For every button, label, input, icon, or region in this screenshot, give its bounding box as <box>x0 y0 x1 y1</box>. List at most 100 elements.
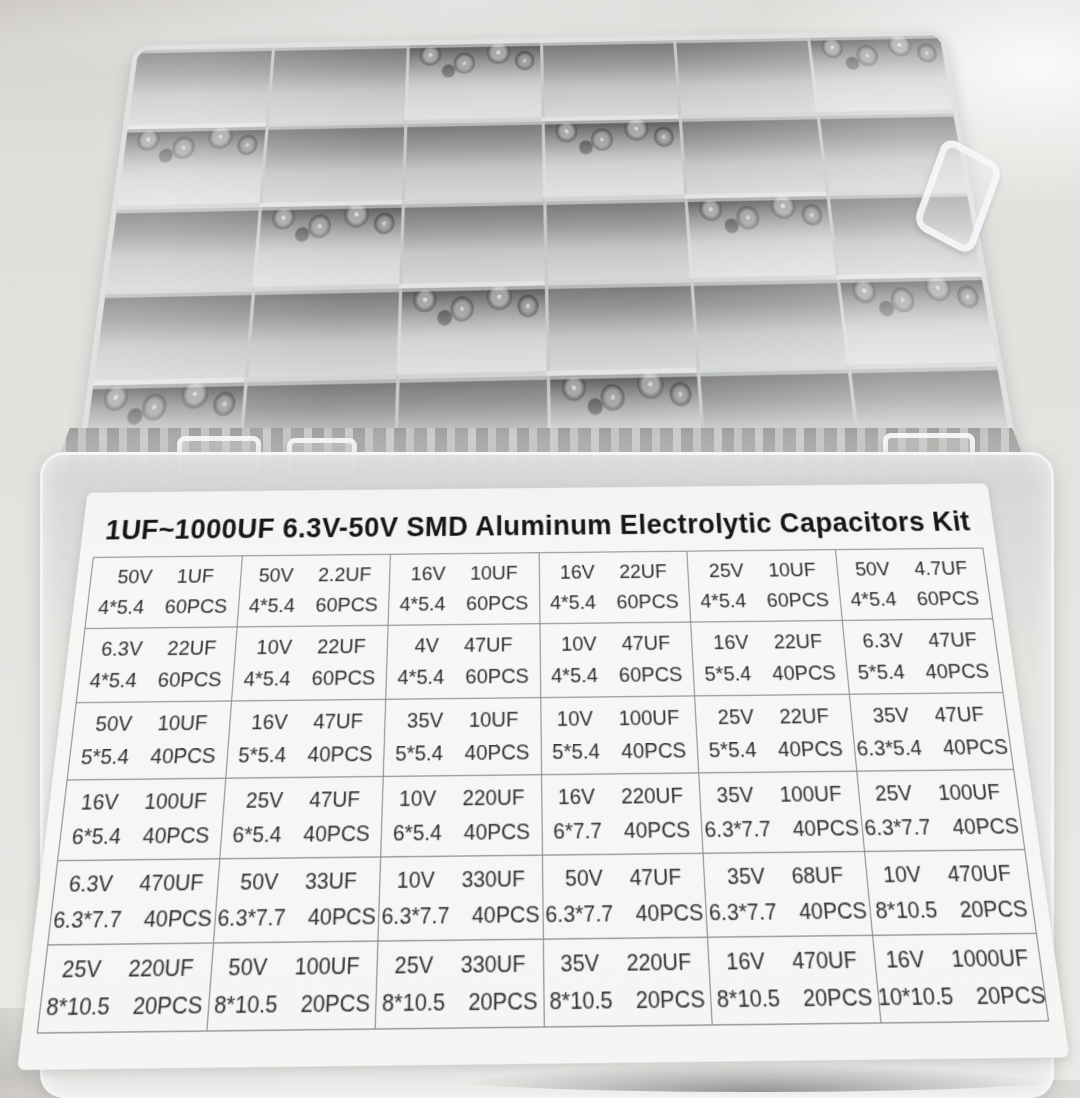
size-quantity: 4*5.4 60PCS <box>399 592 529 616</box>
spec-cell-r3c6: 35V 47UF 6.3*5.4 40PCS <box>848 692 1014 772</box>
capacitor-organizer-box <box>74 30 1020 483</box>
spec-row: 16V 100UF 6*5.4 40PCS 25V 47UF 6*5.4 40PCS 10V 22… <box>57 769 1025 861</box>
voltage-capacitance: 10V 47UF <box>561 631 671 656</box>
size-quantity: 4*5.4 60PCS <box>248 593 379 618</box>
spec-cell-r5c1: 6.3V 470UF 6.3*7.7 40PCS <box>47 858 220 945</box>
spec-cell-r1c5: 25V 10UF 4*5.4 60PCS <box>686 549 842 623</box>
spec-cell-r2c5: 16V 22UF 5*5.4 40PCS <box>690 620 849 696</box>
spec-row: 50V 10UF 5*5.4 40PCS 16V 47UF 5*5.4 40PCS 35V 10U… <box>67 692 1014 780</box>
compartment <box>684 191 836 279</box>
size-quantity: 4*5.4 60PCS <box>242 666 376 691</box>
spec-row: 25V 220UF 8*10.5 20PCS 50V 100UF 8*10.5 20PCS 25… <box>37 933 1049 1034</box>
compartment <box>806 35 953 113</box>
spec-cell-r4c2: 25V 47UF 6*5.4 40PCS <box>219 776 384 859</box>
spec-table-body: 50V 1UF 4*5.4 60PCS 50V 2.2UF 4*5.4 60PCS 16V 10U… <box>37 548 1049 1034</box>
size-quantity: 6.3*7.7 40PCS <box>216 903 377 932</box>
spec-cell-r3c2: 16V 47UF 5*5.4 40PCS <box>225 699 386 779</box>
voltage-capacitance: 50V 1UF <box>116 565 215 589</box>
spec-cell-r6c2: 50V 100UF 8*10.5 20PCS <box>206 941 378 1032</box>
spec-cell-r1c4: 16V 22UF 4*5.4 60PCS <box>538 551 691 624</box>
voltage-capacitance: 35V 220UF <box>560 948 693 978</box>
size-quantity: 6.3*7.7 40PCS <box>51 905 213 934</box>
spec-row: 6.3V 22UF 4*5.4 60PCS 10V 22UF 4*5.4 60PCS 4V 47U… <box>76 618 1003 703</box>
size-quantity: 5*5.4 40PCS <box>551 738 687 765</box>
voltage-capacitance: 10V 330UF <box>396 866 526 894</box>
size-quantity: 6*5.4 40PCS <box>392 819 531 846</box>
spec-row: 50V 1UF 4*5.4 60PCS 50V 2.2UF 4*5.4 60PCS 16V 10U… <box>84 548 993 629</box>
size-quantity: 4*5.4 60PCS <box>549 590 680 615</box>
size-quantity: 6.3*7.7 40PCS <box>381 901 540 930</box>
voltage-capacitance: 50V 47UF <box>564 864 682 892</box>
spec-cell-r4c6: 25V 100UF 6.3*7.7 40PCS <box>856 769 1025 852</box>
box-grid <box>74 30 1020 483</box>
spec-cell-r6c3: 25V 330UF 8*10.5 20PCS <box>375 939 544 1030</box>
spec-cell-r5c5: 35V 68UF 6.3*7.7 40PCS <box>703 851 873 938</box>
kit-title: 1UF~1000UF 6.3V-50V SMD Aluminum Electro… <box>103 505 973 546</box>
size-quantity: 8*10.5 20PCS <box>716 983 874 1014</box>
size-quantity: 4*5.4 60PCS <box>96 595 229 619</box>
compartment <box>245 284 399 377</box>
size-quantity: 6*7.7 40PCS <box>552 817 691 845</box>
voltage-capacitance: 16V 1000UF <box>884 944 1031 974</box>
voltage-capacitance: 35V 100UF <box>715 781 843 808</box>
spec-cell-r5c2: 50V 33UF 6.3*7.7 40PCS <box>212 856 381 943</box>
spec-cell-r1c3: 16V 10UF 4*5.4 60PCS <box>388 552 540 626</box>
size-quantity: 6.3*7.7 40PCS <box>708 897 869 926</box>
voltage-capacitance: 25V 220UF <box>60 954 195 984</box>
size-quantity: 4*5.4 60PCS <box>88 668 223 693</box>
voltage-capacitance: 25V 330UF <box>394 950 526 980</box>
size-quantity: 6*5.4 40PCS <box>70 822 211 850</box>
label-card: 1UF~1000UF 6.3V-50V SMD Aluminum Electro… <box>17 483 1070 1071</box>
compartment <box>128 47 273 126</box>
voltage-capacitance: 16V 10UF <box>410 562 518 586</box>
compartment <box>94 287 253 381</box>
spec-cell-r4c1: 16V 100UF 6*5.4 40PCS <box>57 778 226 861</box>
spec-cell-r3c3: 35V 10UF 5*5.4 40PCS <box>383 697 542 777</box>
spec-cell-r2c4: 10V 47UF 4*5.4 60PCS <box>539 622 695 698</box>
voltage-capacitance: 10V 470UF <box>882 860 1013 888</box>
size-quantity: 8*10.5 20PCS <box>874 896 1030 924</box>
compartment <box>543 194 691 282</box>
compartment <box>252 199 402 288</box>
compartment <box>673 37 816 116</box>
spec-cell-r1c2: 50V 2.2UF 4*5.4 60PCS <box>236 554 391 627</box>
compartment <box>404 42 542 121</box>
compartment <box>106 202 260 291</box>
size-quantity: 5*5.4 40PCS <box>856 659 991 685</box>
size-quantity: 6.3*7.7 40PCS <box>863 813 1021 841</box>
spec-cell-r1c1: 50V 1UF 4*5.4 60PCS <box>84 555 242 629</box>
spec-cell-r6c1: 25V 220UF 8*10.5 20PCS <box>37 942 213 1034</box>
compartment <box>259 120 405 203</box>
size-quantity: 8*10.5 20PCS <box>381 987 538 1018</box>
voltage-capacitance: 16V 22UF <box>559 560 668 584</box>
floor-shadow <box>430 1062 1080 1092</box>
size-quantity: 6.3*7.7 40PCS <box>703 815 861 843</box>
size-quantity: 5*5.4 40PCS <box>708 736 844 763</box>
spec-cell-r4c3: 10V 220UF 6*5.4 40PCS <box>380 774 542 857</box>
spec-cell-r4c5: 35V 100UF 6.3*7.7 40PCS <box>698 771 864 854</box>
voltage-capacitance: 25V 47UF <box>245 787 361 814</box>
size-quantity: 10*10.5 20PCS <box>876 981 1048 1012</box>
spec-cell-r2c1: 6.3V 22UF 4*5.4 60PCS <box>76 626 237 703</box>
compartment <box>690 275 847 368</box>
size-quantity: 5*5.4 40PCS <box>703 661 837 686</box>
spec-cell-r6c5: 16V 470UF 8*10.5 20PCS <box>707 935 881 1025</box>
spec-cell-r3c5: 25V 22UF 5*5.4 40PCS <box>694 694 857 773</box>
spec-cell-r2c3: 4V 47UF 4*5.4 60PCS <box>385 623 541 700</box>
compartment <box>835 272 997 365</box>
size-quantity: 8*10.5 20PCS <box>44 991 204 1022</box>
voltage-capacitance: 16V 220UF <box>557 783 684 810</box>
spec-row: 6.3V 470UF 6.3*7.7 40PCS 50V 33UF 6.3*7.7 40PCS… <box>47 849 1037 945</box>
spec-table: 50V 1UF 4*5.4 60PCS 50V 2.2UF 4*5.4 60PCS 16V 10U… <box>37 548 1050 1034</box>
spec-cell-r6c6: 16V 1000UF 10*10.5 20PCS <box>872 933 1049 1023</box>
compartment <box>540 40 679 118</box>
voltage-capacitance: 6.3V 470UF <box>67 869 205 898</box>
size-quantity: 5*5.4 40PCS <box>237 742 374 768</box>
size-quantity: 4*5.4 60PCS <box>397 664 530 690</box>
compartment <box>541 115 685 197</box>
voltage-capacitance: 25V 10UF <box>708 559 817 582</box>
spec-cell-r6c4: 35V 220UF 8*10.5 20PCS <box>542 937 713 1027</box>
voltage-capacitance: 50V 2.2UF <box>258 563 372 587</box>
size-quantity: 8*10.5 20PCS <box>549 985 706 1016</box>
voltage-capacitance: 4V 47UF <box>414 633 513 658</box>
